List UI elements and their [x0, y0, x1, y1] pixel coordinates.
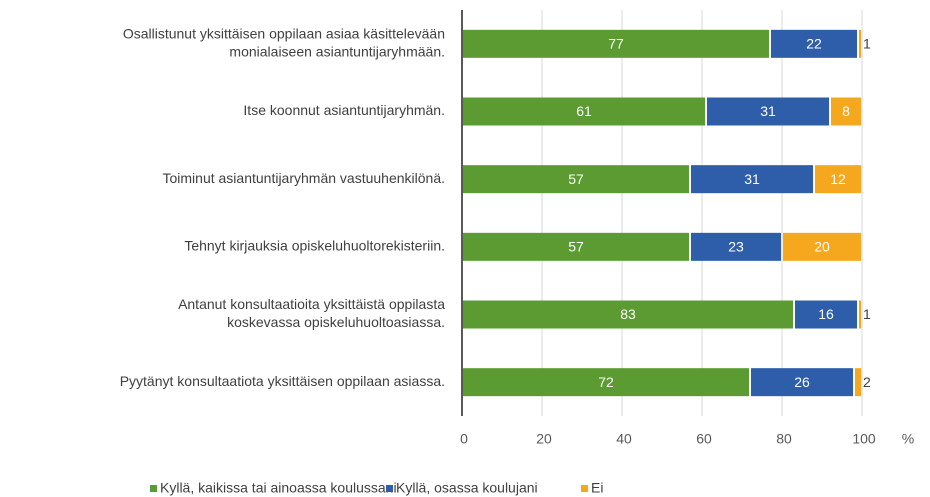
data-label: 2 — [863, 374, 871, 390]
data-label: 77 — [608, 36, 624, 52]
data-label: 1 — [863, 36, 871, 52]
bar-segment — [855, 368, 861, 397]
category-label: Pyytänyt konsultaatiota yksittäisen oppi… — [120, 373, 445, 389]
legend-swatch — [150, 485, 157, 492]
bar-segment — [815, 165, 861, 194]
data-label: 57 — [568, 239, 584, 255]
bar-segment — [691, 165, 813, 194]
data-label: 26 — [794, 374, 810, 390]
bar-segment — [463, 29, 769, 58]
bar-segment — [463, 232, 689, 261]
x-tick-label: 20 — [536, 431, 552, 447]
bar-segment — [859, 300, 861, 329]
x-tick-label: 100 — [852, 431, 876, 447]
data-label: 22 — [806, 36, 822, 52]
category-label: monialaiseen asiantuntijaryhmään. — [229, 44, 445, 60]
bar-segment — [771, 29, 857, 58]
category-label: Antanut konsultaatioita yksittäistä oppi… — [178, 296, 445, 312]
category-label: Toiminut asiantuntijaryhmän vastuuhenkil… — [163, 170, 446, 186]
data-label: 12 — [830, 171, 846, 187]
data-label: 83 — [620, 306, 636, 322]
category-label: Tehnyt kirjauksia opiskeluhuoltorekister… — [184, 238, 445, 254]
bar-segment — [463, 165, 689, 194]
data-label: 72 — [598, 374, 614, 390]
data-label: 8 — [842, 103, 850, 119]
category-label: Osallistunut yksittäisen oppilaan asiaa … — [123, 26, 445, 42]
legend-swatch — [386, 485, 393, 492]
data-label: 61 — [576, 103, 592, 119]
x-tick-label: 80 — [776, 431, 792, 447]
bar-segment — [691, 232, 781, 261]
data-label: 31 — [760, 103, 776, 119]
bar-segment — [831, 97, 861, 126]
bar-segment — [463, 97, 705, 126]
bar-segment — [859, 29, 861, 58]
bar-segment — [463, 368, 749, 397]
data-label: 23 — [728, 239, 744, 255]
data-label: 57 — [568, 171, 584, 187]
bar-segment — [783, 232, 861, 261]
data-label: 31 — [744, 171, 760, 187]
x-tick-label: 0 — [460, 431, 468, 447]
legend-label: Kyllä, kaikissa tai ainoassa koulussani — [160, 480, 397, 496]
x-tick-label: 40 — [616, 431, 632, 447]
category-label: koskevassa opiskeluhuoltoasiassa. — [227, 314, 445, 330]
legend-label: Kyllä, osassa koulujani — [396, 480, 538, 496]
bar-segment — [795, 300, 857, 329]
data-label: 1 — [863, 306, 871, 322]
category-label: Itse koonnut asiantuntijaryhmän. — [243, 102, 445, 118]
bar-segment — [463, 300, 793, 329]
bar-segment — [707, 97, 829, 126]
axis-unit: % — [902, 431, 914, 447]
data-label: 16 — [818, 306, 834, 322]
x-tick-label: 60 — [696, 431, 712, 447]
legend-label: Ei — [591, 480, 603, 496]
data-label: 20 — [814, 239, 830, 255]
legend-swatch — [581, 485, 588, 492]
bar-segment — [751, 368, 853, 397]
